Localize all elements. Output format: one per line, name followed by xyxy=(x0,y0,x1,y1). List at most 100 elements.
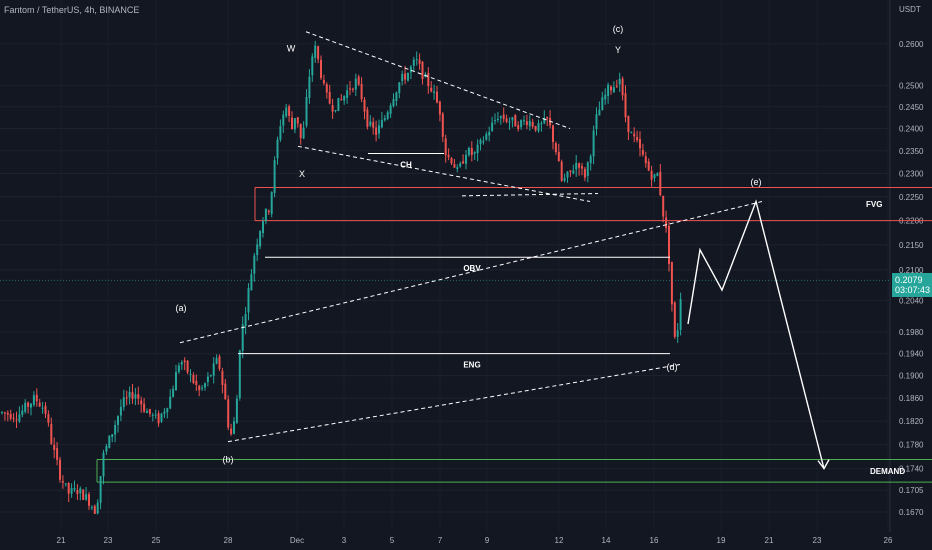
candle-body xyxy=(38,402,41,407)
candle-body xyxy=(392,99,395,107)
candle-body xyxy=(169,396,172,409)
candle-body xyxy=(119,406,122,416)
candle-body xyxy=(328,91,331,104)
level-label: OBV xyxy=(463,264,481,273)
candle-body xyxy=(128,391,131,398)
candle-body xyxy=(679,299,682,330)
candle-body xyxy=(433,91,436,94)
candle-body xyxy=(670,261,673,305)
candle-body xyxy=(668,226,670,264)
y-tick-label: 0.2300 xyxy=(899,170,924,179)
candle-body xyxy=(201,387,204,389)
candle-body xyxy=(543,117,546,124)
candle-body xyxy=(505,118,508,122)
candle-body xyxy=(511,117,514,121)
candle-body xyxy=(552,125,554,142)
candle-body xyxy=(595,114,598,129)
candle-body xyxy=(302,127,305,139)
candle-body xyxy=(224,383,227,400)
candle-body xyxy=(418,59,421,64)
candle-body xyxy=(273,160,276,193)
candle-body xyxy=(395,92,398,101)
x-tick-label: 23 xyxy=(813,536,822,545)
candle-body xyxy=(404,73,407,80)
candle-body xyxy=(183,360,186,363)
candle-body xyxy=(459,163,462,167)
candle-body xyxy=(122,397,125,408)
candle-body xyxy=(450,158,453,164)
candle-body xyxy=(15,419,18,421)
candle-body xyxy=(322,80,325,84)
candle-body xyxy=(476,144,479,154)
candle-body xyxy=(50,423,53,444)
y-tick-label: 0.1820 xyxy=(899,417,924,426)
candle-body xyxy=(563,178,566,181)
candle-body xyxy=(146,411,148,413)
candle-body xyxy=(366,109,369,127)
candle-body xyxy=(32,395,35,405)
candle-body xyxy=(482,141,485,143)
zone-label: FVG xyxy=(866,200,882,209)
x-tick-label: 5 xyxy=(390,536,395,545)
candle-body xyxy=(18,414,21,422)
candle-body xyxy=(56,448,59,460)
candle-body xyxy=(644,156,647,164)
candle-body xyxy=(90,507,93,509)
candle-body xyxy=(180,362,183,365)
chart-title: Fantom / TetherUS, 4h, BINANCE xyxy=(4,5,140,15)
candle-body xyxy=(349,88,351,90)
candle-body xyxy=(27,402,30,407)
candle-body xyxy=(279,126,282,140)
candle-body xyxy=(288,106,291,116)
x-tick-label: 12 xyxy=(555,536,564,545)
candle-body xyxy=(520,120,523,128)
y-tick-label: 0.2500 xyxy=(899,81,924,90)
candle-body xyxy=(479,139,482,144)
y-tick-label: 0.1670 xyxy=(899,508,924,517)
wave-label: (a) xyxy=(176,303,187,313)
candle-body xyxy=(99,476,102,503)
level-label: ENG xyxy=(463,361,480,370)
candle-body xyxy=(673,302,676,337)
candle-body xyxy=(282,114,285,126)
candle-body xyxy=(357,76,360,85)
candle-body xyxy=(221,370,224,385)
current-price-value: 0.2079 xyxy=(895,275,923,286)
candle-body xyxy=(125,397,128,399)
candle-body xyxy=(296,117,299,124)
candle-body xyxy=(305,97,308,126)
candle-body xyxy=(627,115,630,133)
wave-label: X xyxy=(299,169,305,179)
candle-body xyxy=(375,127,378,135)
candle-countdown: 03:07:43 xyxy=(895,285,931,296)
candle-body xyxy=(615,85,618,87)
candle-body xyxy=(131,392,134,400)
candle-body xyxy=(111,434,114,438)
y-tick-label: 0.2040 xyxy=(899,296,924,305)
candle-body xyxy=(380,120,383,128)
candle-body xyxy=(409,66,412,73)
candle-body xyxy=(157,413,160,424)
candle-body xyxy=(639,138,641,149)
candle-body xyxy=(189,374,192,376)
wave-label: W xyxy=(287,43,296,53)
candle-body xyxy=(491,122,494,131)
candle-body xyxy=(473,152,476,154)
candle-body xyxy=(586,162,589,176)
candle-body xyxy=(363,99,366,112)
candle-body xyxy=(340,99,343,101)
candle-body xyxy=(378,125,380,134)
candle-body xyxy=(285,107,288,117)
candle-body xyxy=(610,86,612,91)
candle-body xyxy=(496,118,499,120)
candle-body xyxy=(354,78,357,90)
candle-body xyxy=(177,365,180,372)
candle-body xyxy=(102,452,105,477)
candle-body xyxy=(525,121,528,126)
candle-body xyxy=(485,133,488,140)
y-tick-label: 0.2100 xyxy=(899,266,924,275)
candle-body xyxy=(44,405,47,414)
candle-body xyxy=(76,490,79,494)
